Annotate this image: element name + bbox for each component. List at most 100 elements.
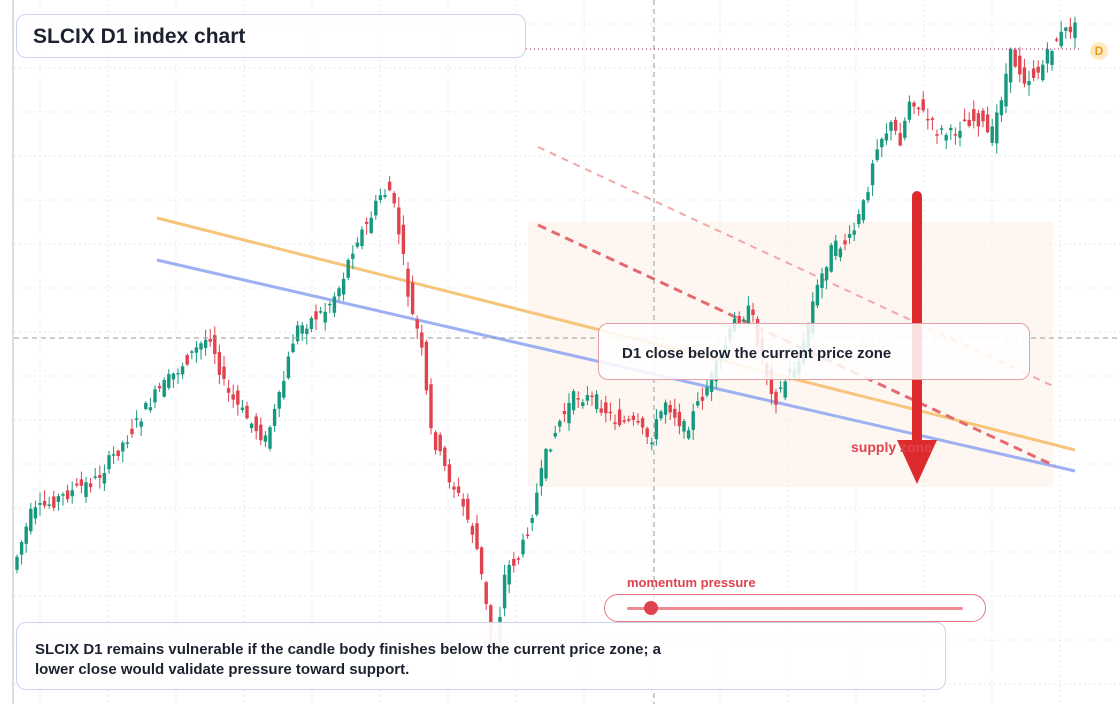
candle <box>162 377 166 398</box>
candle <box>295 320 300 345</box>
candle-body <box>521 539 525 555</box>
candle-body <box>705 387 709 396</box>
candle-body <box>893 119 898 131</box>
candle-body <box>1018 55 1022 75</box>
candle-body <box>222 366 226 379</box>
candle-body <box>751 309 755 316</box>
candle-body <box>56 496 61 502</box>
candle <box>180 362 185 379</box>
candle-body <box>70 490 74 497</box>
candle <box>61 492 65 506</box>
candle-body <box>985 114 990 133</box>
candle-body <box>277 391 281 409</box>
candle-body <box>631 415 636 420</box>
candle <box>420 324 424 356</box>
title-panel: SLCIX D1 index chart <box>16 14 526 58</box>
candle <box>415 315 419 340</box>
candle <box>673 398 677 426</box>
candle <box>185 353 189 367</box>
candle <box>378 188 383 204</box>
candle-body <box>972 109 976 122</box>
candle <box>93 467 97 480</box>
candle <box>1073 16 1077 49</box>
candle <box>134 410 139 428</box>
candle-body <box>259 424 263 441</box>
candle-body <box>820 273 824 288</box>
candle-body <box>355 242 360 247</box>
candle-body <box>226 388 231 393</box>
candle-body <box>1068 26 1073 33</box>
candle-body <box>889 122 893 131</box>
candle <box>870 159 875 197</box>
candle <box>383 189 387 199</box>
candle <box>360 226 364 250</box>
candle-body <box>875 149 879 160</box>
candle <box>627 415 631 423</box>
candle <box>916 106 921 116</box>
candle <box>521 533 525 558</box>
candle-body <box>530 518 534 523</box>
candle <box>176 368 180 384</box>
candle <box>599 399 603 416</box>
candle-body <box>392 193 396 204</box>
candle <box>884 123 889 145</box>
candle-body <box>696 401 700 406</box>
candle <box>815 279 820 309</box>
momentum-slider[interactable] <box>604 594 986 622</box>
candle-body <box>153 389 157 403</box>
candle <box>576 391 580 409</box>
candle-body <box>604 402 608 414</box>
candle-body <box>157 386 162 389</box>
candle-body <box>420 332 424 348</box>
candle-body <box>700 396 705 401</box>
candle <box>364 217 369 235</box>
candle <box>581 399 585 409</box>
candle-body <box>38 502 42 505</box>
candle <box>972 100 976 129</box>
candle-body <box>314 311 318 320</box>
candle-body <box>401 224 406 255</box>
candle <box>985 106 990 134</box>
candle-body <box>484 582 488 604</box>
candle <box>861 199 866 224</box>
candle-body <box>337 288 341 297</box>
candle <box>139 418 143 437</box>
candle <box>484 580 488 610</box>
candle-body <box>907 101 912 120</box>
candle <box>88 477 93 493</box>
candle-body <box>778 387 783 389</box>
candle <box>507 560 511 594</box>
candle <box>1059 21 1063 49</box>
candle-body <box>433 432 438 451</box>
candle-body <box>245 405 249 419</box>
candle <box>167 369 171 390</box>
candle <box>1041 60 1045 82</box>
candle <box>245 401 249 420</box>
candle-body <box>364 221 369 224</box>
candle-body <box>617 409 622 426</box>
candle <box>406 261 410 307</box>
candle-body <box>203 339 208 348</box>
candle <box>617 398 622 428</box>
candle-body <box>475 523 479 549</box>
candle <box>898 122 902 147</box>
candle-body <box>208 338 212 342</box>
candle-body <box>737 316 741 324</box>
candle <box>562 402 567 423</box>
candle <box>456 477 461 497</box>
candle <box>125 435 130 449</box>
candle-body <box>1041 64 1045 81</box>
candle <box>1036 60 1040 80</box>
candle-body <box>52 496 56 508</box>
candle-body <box>571 391 576 411</box>
candle-body <box>686 430 691 439</box>
candle-body <box>1050 51 1054 65</box>
momentum-knob[interactable] <box>643 601 658 615</box>
caption-text: SLCIX D1 remains vulnerable if the candl… <box>35 641 661 678</box>
candle-body <box>659 411 663 419</box>
candle-body <box>608 411 613 414</box>
candle-body <box>88 483 93 488</box>
candle <box>824 265 829 290</box>
candle-body <box>654 419 659 440</box>
candle-body <box>162 380 166 397</box>
